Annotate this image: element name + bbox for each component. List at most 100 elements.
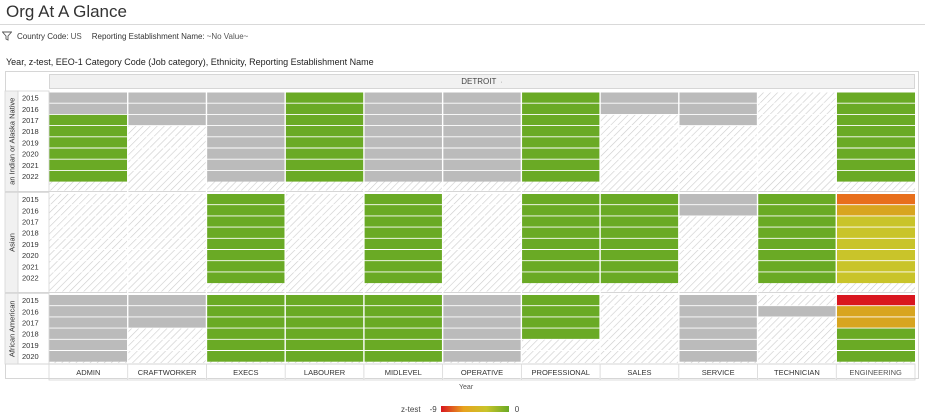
heatmap-cell[interactable]	[442, 170, 522, 182]
heatmap-cell[interactable]	[363, 350, 443, 362]
heatmap-cell[interactable]	[521, 103, 601, 115]
heatmap-cell[interactable]	[442, 159, 522, 171]
heatmap-cell[interactable]	[600, 238, 679, 250]
heatmap-cell[interactable]	[836, 204, 915, 216]
caret-down-icon[interactable]: ·	[500, 79, 503, 86]
heatmap-cell[interactable]	[363, 339, 443, 351]
heatmap-cell[interactable]	[678, 114, 758, 126]
heatmap-cell[interactable]	[836, 92, 915, 104]
heatmap-cell[interactable]	[206, 260, 286, 272]
heatmap-cell[interactable]	[285, 328, 364, 340]
heatmap-cell[interactable]	[521, 92, 601, 104]
heatmap-cell[interactable]	[442, 316, 522, 329]
heatmap-cell[interactable]	[127, 294, 207, 306]
heatmap-cell[interactable]	[127, 92, 207, 104]
heatmap-cell[interactable]	[600, 92, 679, 104]
heatmap-cell[interactable]	[836, 193, 915, 205]
heatmap-cell[interactable]	[206, 136, 286, 148]
heatmap-cell[interactable]	[757, 271, 837, 284]
heatmap-cell[interactable]	[836, 136, 915, 148]
heatmap-cell[interactable]	[363, 316, 443, 329]
heatmap-cell[interactable]	[442, 350, 522, 362]
heatmap-cell[interactable]	[285, 136, 364, 148]
filter-country-value[interactable]: US	[70, 31, 82, 41]
heatmap-cell[interactable]	[206, 125, 286, 137]
heatmap-cell[interactable]	[442, 125, 522, 137]
filter-bar[interactable]: Country Code: US Reporting Establishment…	[2, 29, 258, 43]
heatmap-cell[interactable]	[836, 103, 915, 115]
heatmap-cell[interactable]	[285, 159, 364, 171]
heatmap-cell[interactable]	[836, 159, 915, 171]
heatmap-cell[interactable]	[836, 294, 915, 306]
heatmap-cell[interactable]	[49, 148, 128, 160]
heatmap-cell[interactable]	[757, 227, 837, 239]
heatmap-cell[interactable]	[521, 249, 601, 261]
heatmap-cell[interactable]	[127, 114, 207, 126]
filter-establishment-value[interactable]: ~No Value~	[206, 31, 249, 41]
heatmap-cell[interactable]	[285, 92, 364, 104]
heatmap-cell[interactable]	[600, 215, 679, 228]
heatmap-cell[interactable]	[757, 305, 837, 317]
heatmap-cell[interactable]	[521, 215, 601, 228]
heatmap-cell[interactable]	[836, 170, 915, 182]
heatmap-cell[interactable]	[363, 294, 443, 306]
heatmap-cell[interactable]	[678, 103, 758, 115]
heatmap-cell[interactable]	[678, 328, 758, 340]
heatmap-cell[interactable]	[49, 125, 128, 137]
heatmap-cell[interactable]	[678, 350, 758, 362]
heatmap-cell[interactable]	[678, 316, 758, 329]
heatmap-cell[interactable]	[836, 148, 915, 160]
heatmap-cell[interactable]	[285, 316, 364, 329]
heatmap-cell[interactable]	[678, 204, 758, 216]
heatmap-cell[interactable]	[836, 339, 915, 351]
heatmap-cell[interactable]	[678, 92, 758, 104]
heatmap-cell[interactable]	[521, 114, 601, 126]
heatmap-cell[interactable]	[442, 114, 522, 126]
heatmap-cell[interactable]	[836, 271, 915, 284]
heatmap-cell[interactable]	[49, 159, 128, 171]
heatmap-cell[interactable]	[521, 271, 601, 284]
heatmap-cell[interactable]	[363, 249, 443, 261]
heatmap-cell[interactable]	[521, 204, 601, 216]
heatmap-cell[interactable]	[836, 328, 915, 340]
heatmap-cell[interactable]	[521, 305, 601, 317]
heatmap-cell[interactable]	[521, 260, 601, 272]
heatmap-cell[interactable]	[600, 204, 679, 216]
heatmap-cell[interactable]	[363, 125, 443, 137]
heatmap-cell[interactable]	[836, 125, 915, 137]
heatmap-cell[interactable]	[442, 103, 522, 115]
heatmap-cell[interactable]	[285, 125, 364, 137]
heatmap-cell[interactable]	[521, 227, 601, 239]
heatmap-cell[interactable]	[363, 159, 443, 171]
heatmap-cell[interactable]	[206, 92, 286, 104]
heatmap-cell[interactable]	[600, 271, 679, 284]
heatmap-cell[interactable]	[49, 328, 128, 340]
heatmap-cell[interactable]	[836, 215, 915, 228]
column-group-header[interactable]: DETROIT ·	[49, 74, 915, 89]
heatmap-cell[interactable]	[757, 249, 837, 261]
heatmap-cell[interactable]	[206, 316, 286, 329]
heatmap-cell[interactable]	[521, 136, 601, 148]
heatmap-cell[interactable]	[206, 294, 286, 306]
heatmap-cell[interactable]	[206, 339, 286, 351]
heatmap-cell[interactable]	[363, 170, 443, 182]
heatmap-cell[interactable]	[127, 103, 207, 115]
heatmap-cell[interactable]	[442, 92, 522, 104]
heatmap-cell[interactable]	[363, 148, 443, 160]
heatmap-cell[interactable]	[442, 294, 522, 306]
heatmap-cell[interactable]	[521, 170, 601, 182]
heatmap-cell[interactable]	[49, 170, 128, 182]
heatmap-cell[interactable]	[206, 114, 286, 126]
heatmap-cell[interactable]	[836, 114, 915, 126]
heatmap-cell[interactable]	[127, 316, 207, 329]
heatmap-cell[interactable]	[757, 238, 837, 250]
heatmap-cell[interactable]	[285, 339, 364, 351]
heatmap-cell[interactable]	[442, 305, 522, 317]
heatmap-cell[interactable]	[206, 170, 286, 182]
heatmap-cell[interactable]	[206, 249, 286, 261]
heatmap-cell[interactable]	[363, 92, 443, 104]
heatmap-cell[interactable]	[363, 271, 443, 284]
heatmap-cell[interactable]	[600, 260, 679, 272]
heatmap-cell[interactable]	[600, 193, 679, 205]
heatmap-cell[interactable]	[206, 159, 286, 171]
